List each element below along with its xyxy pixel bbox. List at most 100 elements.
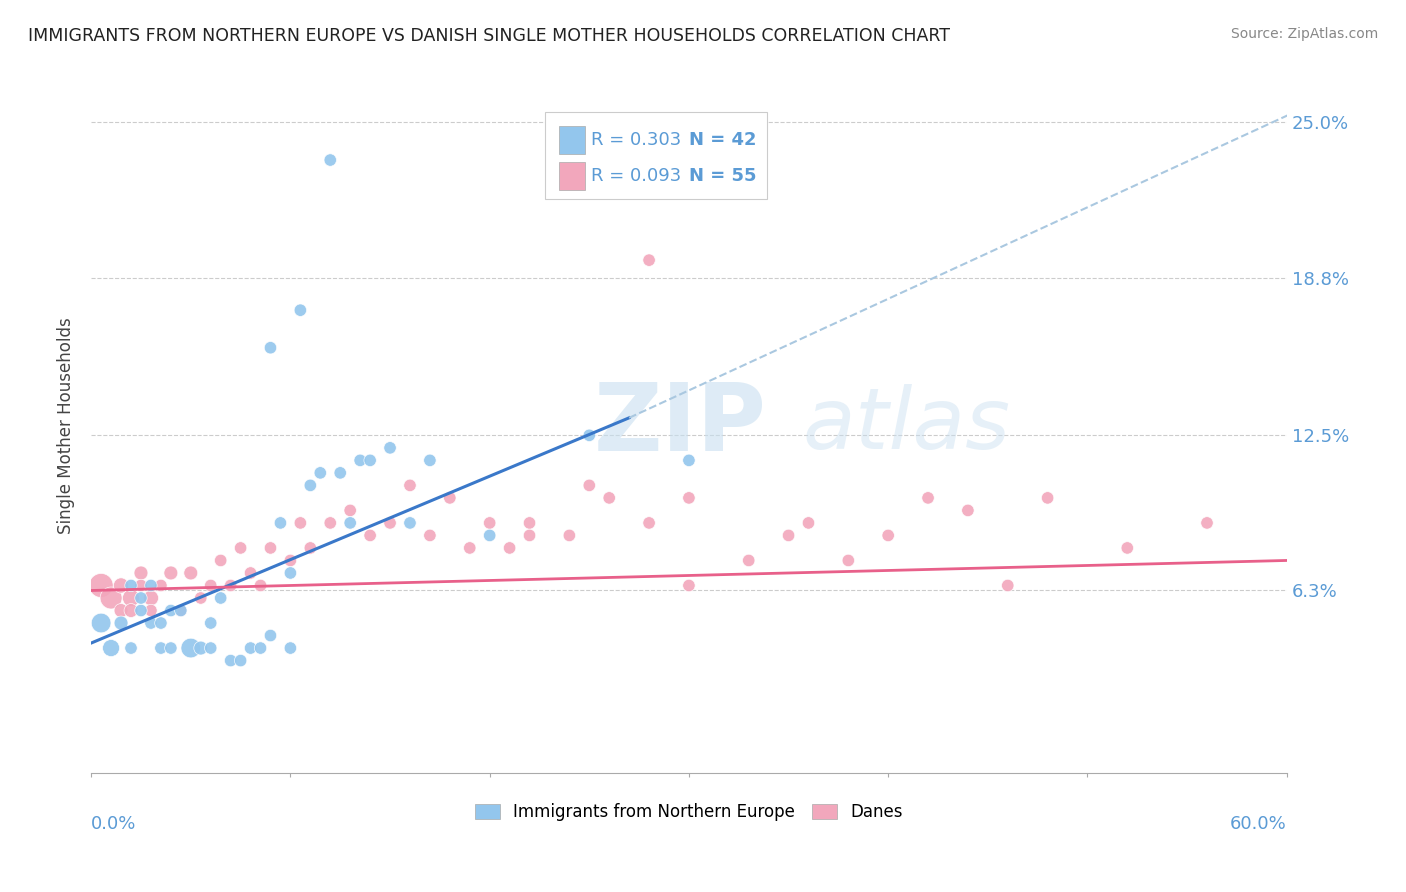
Legend: Immigrants from Northern Europe, Danes: Immigrants from Northern Europe, Danes [468,797,910,828]
Point [678,578,700,592]
Point [419,453,441,467]
Point [299,541,322,555]
Point [519,516,541,530]
Point [139,591,162,605]
Point [290,303,312,318]
Point [578,478,600,492]
Point [956,503,979,517]
Point [638,253,661,268]
Point [478,528,501,542]
Point [458,541,481,555]
Point [239,566,262,580]
Point [378,441,401,455]
Point [478,516,501,530]
Point [558,528,581,542]
Point [209,591,232,605]
Point [419,528,441,542]
Point [190,641,212,656]
Point [797,516,820,530]
Point [319,516,342,530]
Text: N = 55: N = 55 [689,167,756,185]
Point [269,516,291,530]
Point [239,641,262,656]
Point [280,566,302,580]
Point [578,428,600,442]
Point [249,578,271,592]
Point [200,615,222,630]
Point [190,591,212,605]
Point [738,553,761,567]
Point [997,578,1019,592]
Point [309,466,332,480]
Point [90,578,112,592]
Point [149,641,172,656]
Point [339,516,361,530]
Point [180,566,202,580]
Point [877,528,900,542]
Point [160,566,183,580]
Point [778,528,800,542]
Point [129,578,152,592]
Point [219,654,242,668]
Point [100,591,122,605]
Point [280,553,302,567]
Point [100,641,122,656]
Point [139,578,162,592]
Point [160,641,183,656]
Point [299,478,322,492]
Point [1195,516,1218,530]
Point [200,578,222,592]
Point [120,578,142,592]
Y-axis label: Single Mother Households: Single Mother Households [58,317,75,533]
Point [90,615,112,630]
Point [1036,491,1059,505]
Point [259,628,281,642]
Text: 0.0%: 0.0% [91,815,136,833]
Point [209,553,232,567]
Point [219,578,242,592]
Point [139,615,162,630]
Point [259,341,281,355]
Point [399,516,422,530]
Point [837,553,859,567]
Text: R = 0.093: R = 0.093 [591,167,681,185]
Point [249,641,271,656]
Point [259,541,281,555]
Point [917,491,939,505]
Point [129,566,152,580]
Point [319,153,342,167]
Point [129,591,152,605]
Text: R = 0.303: R = 0.303 [591,131,681,149]
Point [439,491,461,505]
Text: IMMIGRANTS FROM NORTHERN EUROPE VS DANISH SINGLE MOTHER HOUSEHOLDS CORRELATION C: IMMIGRANTS FROM NORTHERN EUROPE VS DANIS… [28,27,950,45]
Point [339,503,361,517]
Point [678,453,700,467]
Point [120,603,142,617]
Point [329,466,352,480]
FancyBboxPatch shape [558,126,585,153]
Point [290,516,312,530]
Point [110,578,132,592]
FancyBboxPatch shape [546,112,766,199]
Point [638,516,661,530]
FancyBboxPatch shape [558,161,585,190]
Point [519,528,541,542]
Point [139,603,162,617]
Text: ZIP: ZIP [593,379,766,471]
Point [110,615,132,630]
Text: Source: ZipAtlas.com: Source: ZipAtlas.com [1230,27,1378,41]
Point [200,641,222,656]
Point [498,541,520,555]
Point [149,615,172,630]
Text: 60.0%: 60.0% [1230,815,1286,833]
Point [359,453,381,467]
Point [110,603,132,617]
Point [229,541,252,555]
Point [120,641,142,656]
Text: atlas: atlas [803,384,1011,467]
Point [160,603,183,617]
Point [678,491,700,505]
Point [170,603,193,617]
Point [280,641,302,656]
Point [149,578,172,592]
